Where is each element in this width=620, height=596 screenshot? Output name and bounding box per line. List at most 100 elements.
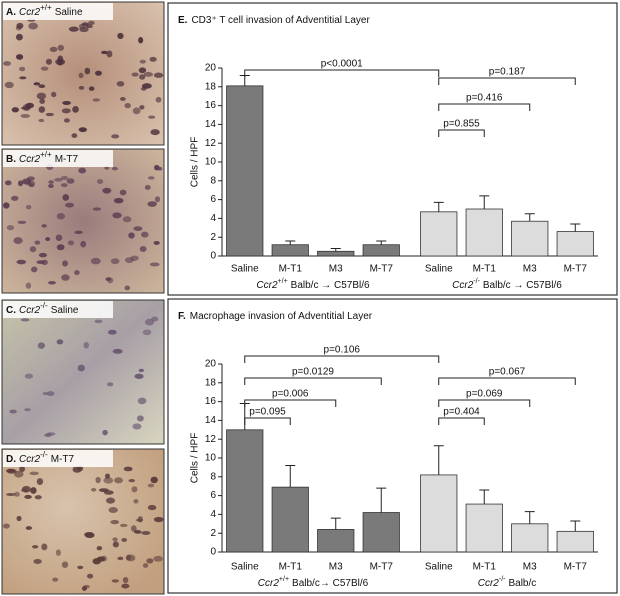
nucleus	[111, 134, 120, 139]
nucleus	[30, 487, 37, 494]
nucleus	[138, 67, 147, 74]
nucleus	[34, 495, 42, 500]
nucleus	[150, 476, 158, 484]
nucleus	[77, 565, 84, 570]
x-tick-label: Saline	[231, 264, 259, 275]
error-bar	[376, 487, 387, 513]
nucleus	[123, 466, 133, 472]
nucleus	[150, 129, 160, 136]
nucleus	[48, 280, 56, 285]
nucleus	[83, 342, 90, 349]
condition: M-T7	[55, 154, 79, 165]
nucleus	[139, 59, 146, 64]
nucleus	[57, 44, 65, 51]
x-tick-label: M3	[329, 562, 343, 573]
x-tick-label: Saline	[425, 264, 453, 275]
panel-label: D. Ccr2-/- M-T7	[6, 450, 74, 465]
nucleus	[133, 226, 143, 231]
nucleus	[41, 224, 47, 228]
nucleus	[64, 202, 75, 208]
nucleus	[147, 483, 155, 488]
nucleus	[96, 546, 103, 551]
nucleus	[29, 471, 39, 476]
nucleus	[78, 85, 85, 90]
y-tick-label: 20	[205, 359, 217, 370]
nucleus	[95, 70, 102, 76]
x-tick-label: M-T1	[279, 562, 303, 573]
nucleus	[49, 46, 58, 53]
nucleus	[62, 260, 68, 267]
error-bar	[570, 223, 581, 232]
gene: Ccr2	[19, 154, 41, 165]
nucleus	[40, 66, 49, 71]
nucleus	[147, 201, 157, 207]
nucleus	[38, 106, 46, 113]
nucleus	[55, 549, 61, 556]
nucleus	[149, 262, 160, 267]
panel-label: B. Ccr2+/+ M-T7	[6, 150, 78, 165]
nucleus	[30, 266, 38, 273]
nucleus	[92, 98, 101, 102]
bar	[271, 486, 309, 553]
p-value: p=0.187	[489, 67, 526, 78]
nucleus	[33, 82, 41, 86]
nucleus	[77, 364, 85, 372]
chart-frame	[167, 2, 618, 296]
nucleus	[61, 274, 70, 281]
y-tick-label: 0	[210, 547, 216, 558]
x-tick-label: Saline	[231, 562, 259, 573]
nucleus	[84, 67, 91, 75]
genotype: +/+	[40, 3, 52, 12]
label-box	[3, 3, 113, 20]
bar	[465, 208, 503, 257]
error-bar	[479, 489, 490, 505]
bar	[362, 244, 400, 257]
y-tick-label: 10	[205, 453, 217, 464]
nucleus	[45, 112, 54, 117]
nucleus	[36, 260, 45, 265]
nucleus	[62, 194, 70, 201]
nucleus	[48, 180, 54, 184]
error-bar	[376, 240, 387, 245]
nucleus	[24, 408, 31, 412]
condition: Saline	[51, 305, 79, 316]
nucleus	[116, 81, 125, 87]
nucleus	[88, 20, 95, 26]
nucleus	[56, 339, 64, 345]
condition: Saline	[55, 7, 83, 18]
nucleus	[63, 118, 70, 123]
significance-bracket	[438, 417, 485, 425]
nucleus	[153, 516, 164, 523]
nucleus	[120, 97, 126, 101]
nucleus	[45, 237, 51, 242]
gene: Ccr2	[256, 280, 278, 291]
nucleus	[3, 523, 10, 529]
nucleus	[142, 329, 152, 336]
y-tick-label: 0	[210, 251, 216, 262]
genotype: -/-	[40, 450, 48, 459]
significance-bracket	[244, 69, 440, 77]
group-label: Ccr2-/- Balb/c	[478, 576, 537, 589]
x-tick-label: M-T7	[370, 264, 394, 275]
nucleus	[68, 26, 79, 32]
nucleus	[121, 583, 130, 589]
nucleus	[61, 561, 69, 568]
y-tick-label: 4	[210, 213, 216, 224]
significance-bracket	[438, 399, 531, 407]
photo-panel: C. Ccr2-/- Saline	[1, 299, 165, 445]
p-value: p=0.069	[466, 389, 503, 400]
nucleus	[74, 230, 83, 235]
genotype: +/+	[40, 150, 52, 159]
bar	[420, 211, 458, 257]
group-label: Ccr2-/- Balb/c → C57Bl/6	[452, 278, 562, 291]
nucleus	[138, 368, 145, 373]
bar	[317, 250, 355, 257]
significance-bracket	[244, 399, 337, 407]
group-text: Balb/c	[508, 578, 536, 589]
significance-bracket	[244, 355, 440, 363]
nucleus	[107, 382, 114, 387]
nucleus	[16, 54, 24, 60]
nucleus	[137, 397, 147, 405]
panel-letter: D.	[6, 454, 16, 465]
